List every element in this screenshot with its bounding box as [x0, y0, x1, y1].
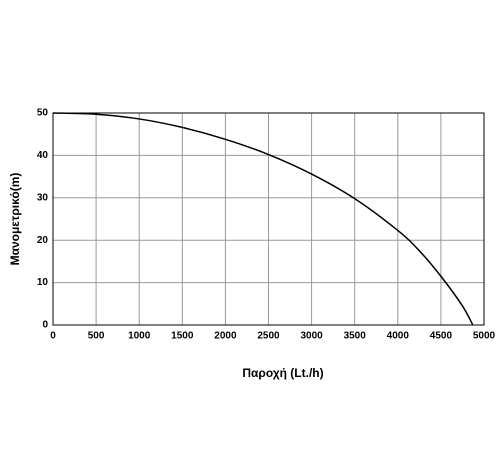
x-tick-label: 2500: [257, 331, 280, 342]
x-tick-label: 2000: [214, 331, 237, 342]
curve: [52, 112, 474, 326]
y-tick-label: 50: [37, 108, 49, 119]
x-tick-label: 3500: [344, 331, 367, 342]
y-tick-label: 0: [42, 320, 48, 331]
x-tick-label: 1500: [171, 331, 194, 342]
y-tick-label: 40: [37, 150, 49, 161]
x-tick-label: 5000: [473, 331, 496, 342]
x-tick-label: 1000: [128, 331, 151, 342]
y-tick-label: 30: [37, 192, 49, 203]
x-tick-label: 3000: [300, 331, 323, 342]
x-tick-label: 4500: [430, 331, 453, 342]
x-tick-label: 500: [88, 331, 105, 342]
plot-frame: [52, 112, 485, 326]
y-tick-label: 10: [37, 277, 49, 288]
x-tick-label: 0: [50, 331, 56, 342]
y-axis-label: Μανομετρικό(m): [8, 173, 22, 266]
x-axis-label: Παροχή (Lt./h): [242, 366, 323, 380]
y-tick-label: 20: [37, 235, 49, 246]
x-tick-label: 4000: [387, 331, 410, 342]
